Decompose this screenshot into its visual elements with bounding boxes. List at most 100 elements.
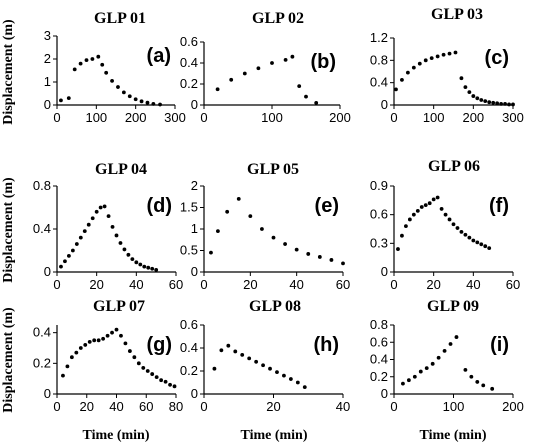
y-tick-label: 0 bbox=[44, 386, 51, 401]
data-point bbox=[127, 349, 132, 353]
x-tick-label: 0 bbox=[200, 277, 207, 292]
data-point bbox=[455, 226, 460, 230]
x-tick-label: 20 bbox=[243, 277, 257, 292]
data-point bbox=[447, 217, 452, 222]
data-point bbox=[459, 76, 464, 81]
data-point bbox=[442, 348, 447, 353]
data-point bbox=[225, 209, 230, 214]
data-point bbox=[133, 97, 138, 102]
data-point bbox=[481, 383, 486, 388]
data-point bbox=[424, 366, 429, 371]
data-point bbox=[98, 205, 103, 210]
data-point bbox=[304, 94, 308, 99]
data-point bbox=[436, 355, 441, 360]
y-axis-label: Displacement (m) bbox=[1, 19, 16, 125]
data-point bbox=[86, 222, 91, 227]
y-tick-label: 0 bbox=[44, 97, 51, 112]
data-point bbox=[110, 78, 114, 83]
data-point bbox=[341, 261, 345, 266]
x-tick-label: 300 bbox=[502, 110, 524, 125]
data-point bbox=[463, 85, 468, 90]
data-point bbox=[59, 264, 63, 269]
x-tick-label: 300 bbox=[164, 110, 186, 125]
data-point bbox=[69, 355, 74, 360]
data-point bbox=[226, 343, 231, 348]
data-point bbox=[475, 240, 480, 245]
panel-label: (f) bbox=[489, 195, 509, 217]
data-point bbox=[127, 94, 132, 99]
data-point bbox=[290, 54, 295, 59]
x-tick-label: 0 bbox=[53, 110, 60, 125]
data-point bbox=[427, 201, 432, 206]
data-point bbox=[443, 212, 448, 217]
x-tick-label: 40 bbox=[336, 399, 350, 414]
y-tick-label: 0 bbox=[381, 386, 388, 401]
data-point bbox=[459, 229, 464, 234]
data-point bbox=[405, 70, 410, 75]
panel-label: (d) bbox=[146, 195, 172, 217]
data-point bbox=[122, 247, 127, 252]
data-point bbox=[90, 216, 95, 221]
data-point bbox=[212, 366, 217, 371]
data-point bbox=[242, 71, 247, 76]
panel-title: GLP 05 bbox=[247, 161, 299, 178]
data-point bbox=[236, 197, 241, 201]
data-point bbox=[412, 374, 417, 379]
data-point bbox=[247, 356, 252, 361]
data-point bbox=[256, 66, 261, 71]
data-point bbox=[467, 90, 472, 95]
data-point bbox=[146, 265, 151, 270]
y-tick-label: 0.8 bbox=[370, 317, 388, 332]
data-point bbox=[396, 247, 400, 251]
data-point bbox=[475, 380, 480, 384]
x-tick-label: 0 bbox=[53, 399, 60, 414]
data-point bbox=[431, 197, 436, 202]
panel-label: (g) bbox=[146, 334, 172, 356]
x-tick-label: 60 bbox=[506, 277, 520, 292]
y-tick-label: 0.6 bbox=[370, 207, 388, 222]
x-tick-label: 60 bbox=[336, 277, 350, 292]
x-tick-label: 60 bbox=[169, 277, 183, 292]
data-point bbox=[275, 370, 279, 375]
data-point bbox=[270, 61, 274, 65]
data-point bbox=[163, 379, 168, 384]
data-point bbox=[110, 330, 114, 335]
x-tick-label: 60 bbox=[139, 399, 153, 414]
y-tick-label: 1 bbox=[44, 74, 51, 89]
data-point bbox=[83, 343, 88, 347]
data-point bbox=[467, 235, 472, 240]
panel-title: GLP 03 bbox=[431, 6, 483, 23]
x-tick-label: 0 bbox=[390, 399, 397, 414]
data-point bbox=[295, 380, 300, 385]
panel-label: (b) bbox=[310, 51, 336, 73]
panel-title: GLP 02 bbox=[252, 10, 304, 27]
data-point bbox=[139, 99, 144, 104]
data-point bbox=[448, 342, 453, 346]
data-point bbox=[511, 102, 515, 107]
data-point bbox=[404, 224, 408, 229]
y-tick-label: 0.8 bbox=[33, 178, 51, 193]
data-point bbox=[114, 233, 119, 238]
panel-label: (h) bbox=[313, 334, 339, 356]
data-point bbox=[219, 348, 224, 353]
y-tick-label: 0.8 bbox=[370, 52, 388, 67]
data-point bbox=[430, 361, 435, 366]
y-tick-label: 0.9 bbox=[370, 178, 388, 193]
data-point bbox=[145, 100, 150, 105]
data-point bbox=[65, 364, 70, 369]
panel-title: GLP 01 bbox=[94, 10, 146, 27]
data-point bbox=[67, 253, 71, 258]
y-axis-label: Displacement (m) bbox=[1, 177, 16, 283]
y-tick-label: 0 bbox=[191, 97, 198, 112]
data-point bbox=[419, 205, 424, 209]
data-point bbox=[314, 101, 319, 105]
data-point bbox=[487, 100, 492, 105]
panel-label: (c) bbox=[485, 47, 509, 69]
y-tick-label: 0 bbox=[381, 264, 388, 279]
data-point bbox=[268, 366, 272, 371]
y-tick-label: 0.5 bbox=[180, 243, 198, 258]
x-tick-label: 100 bbox=[261, 110, 283, 125]
x-tick-label: 200 bbox=[462, 110, 484, 125]
panel-title: GLP 07 bbox=[93, 298, 145, 315]
data-point bbox=[507, 102, 511, 107]
